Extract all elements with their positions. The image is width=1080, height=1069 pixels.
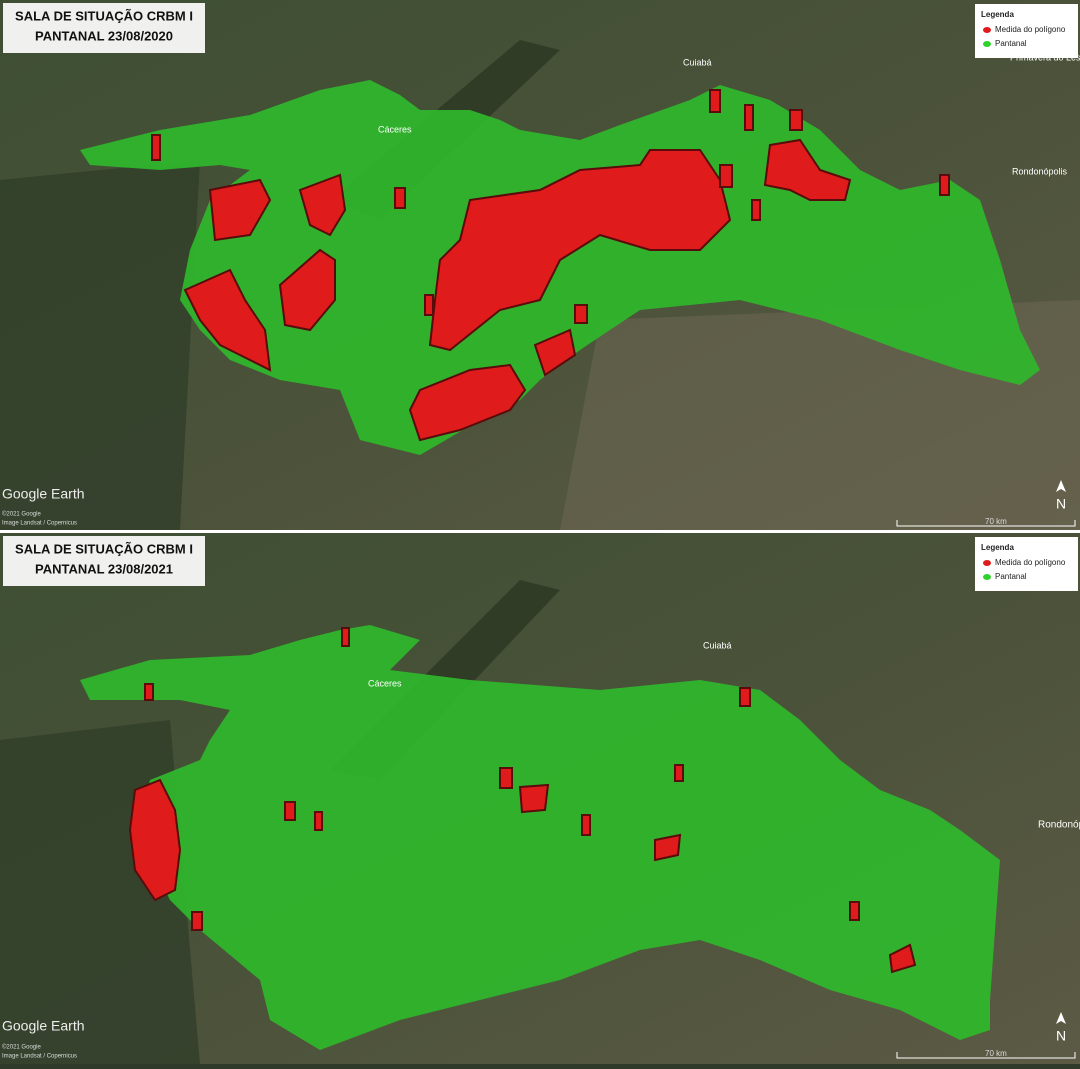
place-label: Rondonópolis bbox=[1038, 820, 1080, 831]
copyright: ©2021 Google bbox=[2, 1044, 41, 1051]
brand: Google Earth bbox=[2, 486, 85, 502]
legend-item: Medida do polígono bbox=[995, 25, 1066, 34]
burned-areas bbox=[128, 627, 917, 974]
panel-title: PANTANAL 23/08/2020 bbox=[35, 28, 173, 43]
place-label: Cáceres bbox=[378, 124, 412, 134]
place-label: Cuiabá bbox=[683, 57, 712, 67]
panel-title: PANTANAL 23/08/2021 bbox=[35, 561, 173, 576]
panel-title: SALA DE SITUAÇÃO CRBM I bbox=[15, 541, 193, 556]
place-label: Cuiabá bbox=[703, 640, 732, 650]
legend-title: Legenda bbox=[981, 543, 1014, 552]
map-panel-2021: Cuiabá Cáceres Rondonópolis SALA DE SITU… bbox=[0, 533, 1080, 1064]
place-label: Cáceres bbox=[368, 678, 402, 688]
legend-item: Pantanal bbox=[995, 39, 1027, 48]
imagery-credit: Image Landsat / Copernicus bbox=[2, 521, 77, 527]
panel-title: SALA DE SITUAÇÃO CRBM I bbox=[15, 8, 193, 23]
scale-label: 70 km bbox=[985, 517, 1007, 526]
burned-areas bbox=[151, 89, 950, 442]
north-arrow: N bbox=[1056, 1028, 1066, 1044]
scale-label: 70 km bbox=[985, 1049, 1007, 1058]
north-arrow: N bbox=[1056, 496, 1066, 512]
place-label: Rondonópolis bbox=[1012, 166, 1068, 176]
map-panel-2020: Cuiabá Cáceres Rondonópolis Primavera do… bbox=[0, 0, 1080, 530]
legend-item: Medida do polígono bbox=[995, 558, 1066, 567]
copyright: ©2021 Google bbox=[2, 511, 41, 518]
imagery-credit: Image Landsat / Copernicus bbox=[2, 1054, 77, 1060]
brand: Google Earth bbox=[2, 1018, 85, 1034]
legend-item: Pantanal bbox=[995, 572, 1027, 581]
pantanal-area bbox=[80, 625, 1000, 1050]
legend-title: Legenda bbox=[981, 10, 1014, 19]
